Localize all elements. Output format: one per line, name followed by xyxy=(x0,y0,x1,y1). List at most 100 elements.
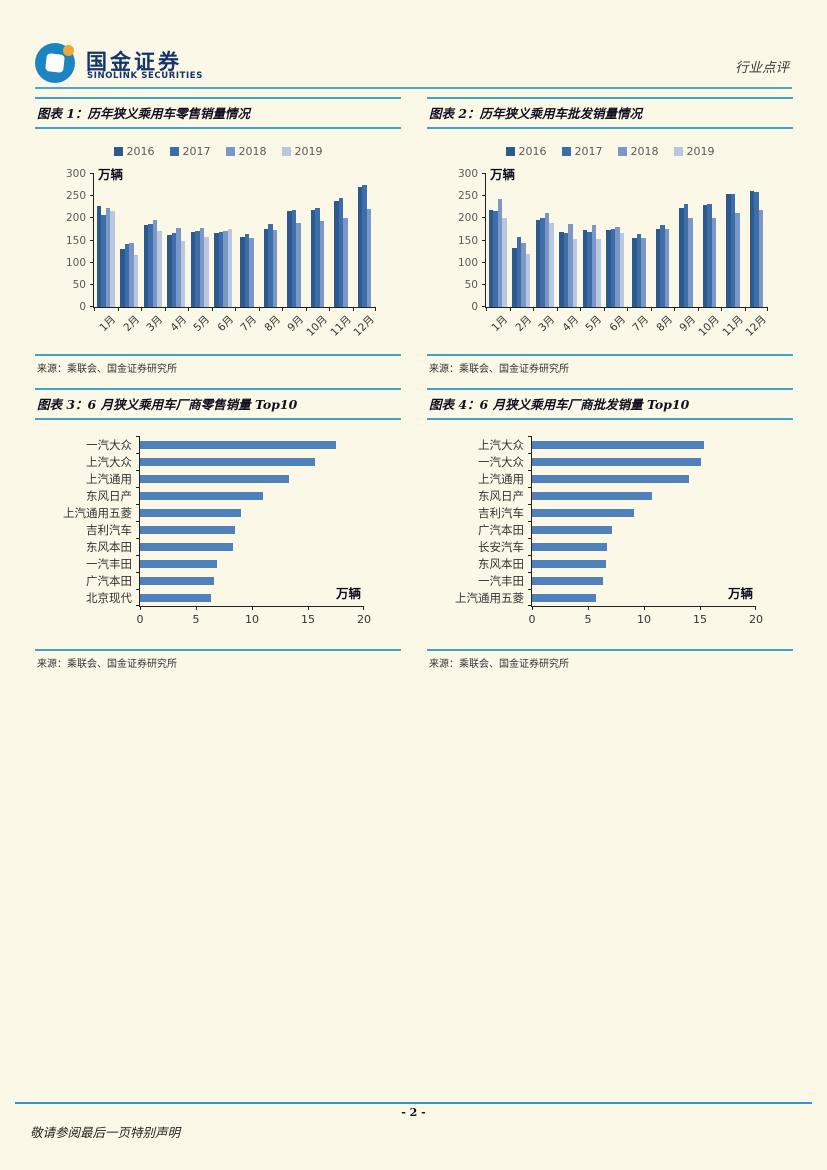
x-axis-tick xyxy=(697,307,699,311)
y-axis-tick xyxy=(136,487,140,488)
x-axis-tick xyxy=(375,307,376,311)
x-axis-label: 2月 xyxy=(121,313,142,335)
bar-group xyxy=(353,185,377,307)
x-axis-unit-label: 万辆 xyxy=(335,586,361,601)
category-label: 一汽丰田 xyxy=(478,573,524,588)
category-label: 上汽大众 xyxy=(478,437,524,452)
legend-label: 2019 xyxy=(294,144,323,158)
y-axis-tick xyxy=(482,195,486,197)
category-label: 东风日产 xyxy=(86,488,132,503)
x-axis-tick xyxy=(308,606,309,610)
x-axis-label: 6月 xyxy=(607,313,628,335)
x-axis-tick xyxy=(744,307,746,311)
x-axis-label: 4月 xyxy=(168,313,189,335)
bar-2019 xyxy=(227,229,233,307)
y-axis-tick-label: 300 xyxy=(65,168,86,180)
brand-name-en: SINOLINK SECURITIES xyxy=(87,71,203,81)
y-axis-tick xyxy=(528,555,532,556)
bar-2019 xyxy=(204,236,209,307)
bar xyxy=(140,593,211,602)
horizontal-bar-chart: 一汽大众 上汽大众 上汽通用 东风日产 上汽通用五菱 吉利汽车 东风本田 一汽丰田 广汽本田 北京… xyxy=(63,436,371,626)
bar-group xyxy=(235,234,259,307)
bar xyxy=(532,593,596,602)
bar-2018 xyxy=(249,237,254,307)
x-axis-label: 12月 xyxy=(351,313,377,339)
bar xyxy=(140,508,241,517)
bar-2018 xyxy=(296,222,301,307)
y-axis-tick xyxy=(136,504,140,505)
x-axis-tick xyxy=(767,307,768,311)
bar-2017 xyxy=(754,191,759,307)
bar-2017 xyxy=(171,233,177,307)
bar-2016 xyxy=(702,204,707,307)
bar-2017 xyxy=(362,185,367,307)
legend-item: 2019 xyxy=(281,144,323,158)
bar-2018 xyxy=(711,217,716,307)
x-axis-tick xyxy=(644,606,645,610)
bar-group xyxy=(165,227,189,307)
bar-2018 xyxy=(152,220,158,307)
x-axis-tick xyxy=(650,307,652,311)
bar-2016 xyxy=(512,248,517,307)
y-axis-tick xyxy=(528,487,532,488)
x-axis-tick xyxy=(94,307,95,311)
category-label: 广汽本田 xyxy=(478,522,524,537)
bar-2016 xyxy=(582,230,588,307)
x-axis-tick xyxy=(196,606,197,610)
bar-2016 xyxy=(240,237,245,307)
x-axis-tick xyxy=(580,307,581,311)
bar xyxy=(140,440,336,449)
figure-1-retail-monthly: 图表 1：历年狭义乘用车零售销量情况 2016 2017 2018 2019 0 50 1… xyxy=(35,97,401,375)
bar-2017 xyxy=(493,211,498,307)
y-axis-tick-label: 300 xyxy=(457,168,478,180)
bar-group xyxy=(94,205,118,307)
x-axis-label: 8月 xyxy=(654,313,675,335)
page-number: - 2 - xyxy=(401,1106,426,1119)
bar-2016 xyxy=(334,201,339,307)
x-axis-label: 8月 xyxy=(262,313,283,335)
bar-2016 xyxy=(357,186,362,307)
bar-2018 xyxy=(319,221,324,307)
figure-4-wholesale-top10: 图表 4：6 月狭义乘用车厂商批发销量 Top10 上汽大众 一汽大众 上汽通用 东风… xyxy=(427,388,793,670)
bar-group xyxy=(674,204,698,307)
y-axis-tick-label: 0 xyxy=(471,301,478,313)
bar-2017 xyxy=(195,230,200,307)
y-axis-tick xyxy=(528,572,532,573)
bar xyxy=(532,508,634,517)
bar-2017 xyxy=(540,218,545,307)
x-axis-tick xyxy=(674,307,675,311)
y-axis-tick xyxy=(482,261,486,263)
bar-group xyxy=(188,227,212,307)
x-axis-tick-label: 15 xyxy=(693,613,707,626)
bar-group xyxy=(282,209,306,307)
horizontal-bar-chart: 上汽大众 一汽大众 上汽通用 东风日产 吉利汽车 广汽本田 长安汽车 东风本田 一汽丰田 上汽通用… xyxy=(455,436,763,626)
grouped-bar-chart: 0 50 100 150 200 250 300 万辆 1月 2月 3月 4月 5月 6月 7月 8月 9月 10… xyxy=(66,167,377,339)
bar-2016 xyxy=(632,237,637,307)
y-axis-tick xyxy=(528,605,532,606)
bar-2017 xyxy=(338,197,343,307)
bar-group xyxy=(259,223,283,307)
legend-label: 2018 xyxy=(238,144,267,158)
bar-2018 xyxy=(223,230,228,307)
bar-2018 xyxy=(497,199,503,307)
y-axis-tick xyxy=(90,239,94,241)
y-axis-tick xyxy=(528,504,532,505)
y-axis-tick-label: 200 xyxy=(65,212,86,225)
y-axis-tick xyxy=(136,470,140,471)
bar-group xyxy=(329,197,353,307)
y-axis-tick-label: 50 xyxy=(464,278,478,291)
legend-label: 2016 xyxy=(518,144,547,158)
legend-item: 2016 xyxy=(505,144,547,158)
y-axis-tick xyxy=(528,589,532,590)
bar-2018 xyxy=(105,208,111,307)
x-axis-tick xyxy=(755,606,756,610)
x-axis-tick xyxy=(533,307,534,311)
bar-2018 xyxy=(664,229,669,307)
category-label: 东风日产 xyxy=(478,488,524,503)
x-axis-label: 3月 xyxy=(144,313,166,335)
x-axis-tick xyxy=(486,307,487,311)
category-label: 东风本田 xyxy=(478,556,524,571)
x-axis-tick xyxy=(532,606,533,610)
y-axis-tick xyxy=(528,436,532,437)
x-axis-tick xyxy=(305,307,307,311)
